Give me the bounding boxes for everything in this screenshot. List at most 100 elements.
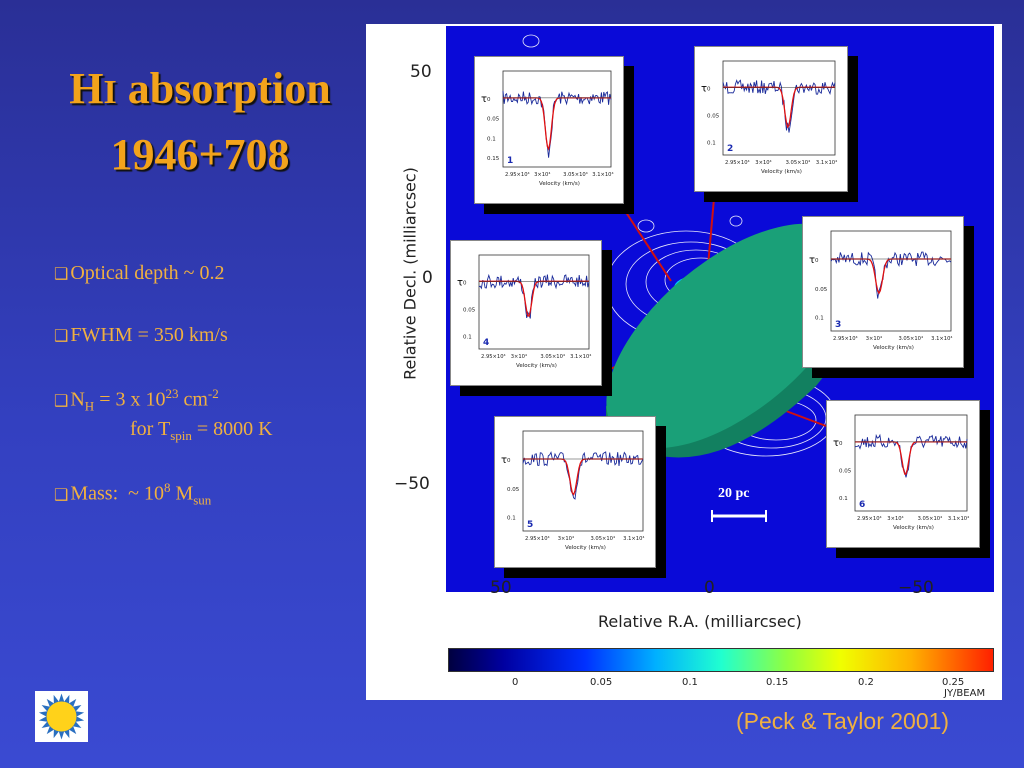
bullet-sup: -2 xyxy=(207,386,219,401)
x-tick-label: 3.05×10⁴ xyxy=(540,354,565,360)
title-rest: absorption xyxy=(116,64,331,113)
x-tick-label: 3.1×10⁴ xyxy=(948,516,969,522)
slide-title: HI absorption 1946+708 xyxy=(30,58,370,186)
title-i: I xyxy=(103,74,117,111)
bullet-text: = 8000 K xyxy=(191,418,273,440)
checkbox-bullet-icon: ❑ xyxy=(54,264,69,283)
spectrum-plot: τ 0 0.05 0.1 2.95×10⁴ 3×10⁴ 3.05×10⁴ 3.1×10⁴ Vel… xyxy=(501,430,644,551)
inset-number: 2 xyxy=(727,144,733,154)
y-tick-label: 0.05 xyxy=(839,469,852,475)
x-tick-label: 3×10⁴ xyxy=(534,172,550,178)
y-tick-label: 0.05 xyxy=(507,487,520,493)
bullet-sub: sun xyxy=(193,492,212,508)
bullet-text: M xyxy=(170,482,194,505)
bullet-text: cm xyxy=(178,388,208,411)
checkbox-bullet-icon: ❑ xyxy=(54,484,69,504)
title-line-2: 1946+708 xyxy=(110,130,290,179)
x-tick-label: 2.95×10⁴ xyxy=(857,516,882,522)
colorbar-tick: 0.05 xyxy=(590,677,613,688)
spectrum-inset-3: τ 0 0.05 0.1 2.95×10⁴ 3×10⁴ 3.05×10⁴ 3.1×10⁴ Vel… xyxy=(802,216,964,368)
y-tick-label: 0 xyxy=(815,258,819,264)
x-tick-label: 3×10⁴ xyxy=(866,336,882,342)
bullet-text: N xyxy=(70,388,85,411)
colorbar xyxy=(448,648,994,672)
spectrum-inset-5: τ 0 0.05 0.1 2.95×10⁴ 3×10⁴ 3.05×10⁴ 3.1×10⁴ Vel… xyxy=(494,416,656,568)
bullet-sup: 23 xyxy=(165,386,179,401)
bullet-sub: spin xyxy=(170,428,192,443)
checkbox-bullet-icon: ❑ xyxy=(54,326,69,345)
x-tick-label: 3.05×10⁴ xyxy=(918,516,943,522)
x-tick-label: 3×10⁴ xyxy=(755,160,771,166)
bullet-mass: ❑ Mass: ~ 108 Msun xyxy=(54,480,211,509)
y-tick-label: 0.1 xyxy=(487,136,496,142)
tau-label: τ xyxy=(809,255,815,266)
spectrum-inset-2: τ 0 0.05 0.1 2.95×10⁴ 3×10⁴ 3.05×10⁴ 3.1×10⁴ Vel… xyxy=(694,46,848,192)
x-tick-label: 3.05×10⁴ xyxy=(898,336,923,342)
x-axis-title: Velocity (km/s) xyxy=(893,525,934,531)
institution-logo xyxy=(35,691,88,742)
spectrum-plot: τ 0 0.05 0.1 2.95×10⁴ 3×10⁴ 3.05×10⁴ 3.1×10⁴ Vel… xyxy=(833,414,969,531)
spectrum-trace xyxy=(854,433,968,478)
bullet-text: for T xyxy=(130,418,171,440)
bullet-text: Optical depth ~ 0.2 xyxy=(70,262,225,284)
tau-label: τ xyxy=(833,438,839,449)
x-tick-label: 2.95×10⁴ xyxy=(481,354,506,360)
colorbar-tick: 0.25 xyxy=(942,677,965,688)
spectrum-plot: τ 0 0.05 0.1 2.95×10⁴ 3×10⁴ 3.05×10⁴ 3.1×10⁴ Vel… xyxy=(457,254,591,369)
x-tick: −50 xyxy=(898,578,934,598)
spectrum-trace xyxy=(522,451,644,500)
y-tick-label: 0 xyxy=(487,97,491,103)
spectrum-plot: τ 0 0.05 0.1 2.95×10⁴ 3×10⁴ 3.05×10⁴ 3.1×10⁴ Vel… xyxy=(809,230,952,351)
x-tick: 0 xyxy=(704,578,715,598)
inset-number: 5 xyxy=(527,520,533,530)
y-tick: 0 xyxy=(422,268,433,288)
spectrum-inset-6: τ 0 0.05 0.1 2.95×10⁴ 3×10⁴ 3.05×10⁴ 3.1×10⁴ Vel… xyxy=(826,400,980,548)
x-axis-title: Velocity (km/s) xyxy=(539,181,580,187)
x-tick-label: 3.1×10⁴ xyxy=(623,536,644,542)
x-tick-label: 3.1×10⁴ xyxy=(592,172,613,178)
x-tick-label: 3×10⁴ xyxy=(887,516,903,522)
y-tick-label: 0 xyxy=(507,458,511,464)
bullet-tspin: for Tspin = 8000 K xyxy=(130,418,273,444)
y-tick-label: 0 xyxy=(839,441,843,447)
y-axis-label: Relative Decl. (milliarcsec) xyxy=(400,167,420,380)
bullet-text: = 3 x 10 xyxy=(94,388,166,411)
inset-number: 6 xyxy=(859,500,865,510)
tau-label: τ xyxy=(701,83,707,94)
spectrum-frame xyxy=(854,414,968,512)
scale-bar-label: 20 pc xyxy=(718,486,750,501)
spectrum-frame xyxy=(522,430,644,532)
x-tick-label: 2.95×10⁴ xyxy=(505,172,530,178)
spectrum-plot: τ 0 0.05 0.1 0.15 2.95×10⁴ 3×10⁴ 3.05×10⁴ 3.1×10… xyxy=(481,70,614,187)
bullet-text: FWHM = 350 km/s xyxy=(70,324,228,346)
bullet-text: Mass: ~ 10 xyxy=(70,482,164,505)
spectrum-frame xyxy=(502,70,612,168)
x-tick-label: 2.95×10⁴ xyxy=(725,160,750,166)
spectrum-trace xyxy=(830,251,952,299)
x-tick-label: 2.95×10⁴ xyxy=(833,336,858,342)
x-tick-label: 2.95×10⁴ xyxy=(525,536,550,542)
x-tick-label: 3.1×10⁴ xyxy=(931,336,952,342)
x-axis-title: Velocity (km/s) xyxy=(761,169,802,175)
x-tick-label: 3.1×10⁴ xyxy=(570,354,591,360)
spectrum-plot: τ 0 0.05 0.1 2.95×10⁴ 3×10⁴ 3.05×10⁴ 3.1×10⁴ Vel… xyxy=(701,60,837,175)
y-tick-label: 0.05 xyxy=(463,307,476,313)
sun-icon xyxy=(38,693,85,740)
title-line-1: HI absorption xyxy=(30,58,370,124)
citation: (Peck & Taylor 2001) xyxy=(736,708,950,734)
x-axis-label: Relative R.A. (milliarcsec) xyxy=(598,612,802,631)
colorbar-tick: 0 xyxy=(512,677,519,688)
tau-label: τ xyxy=(481,94,487,105)
y-tick-label: 0.1 xyxy=(463,334,472,340)
tau-label: τ xyxy=(501,455,507,466)
x-tick-label: 3.1×10⁴ xyxy=(816,160,837,166)
spectrum-frame xyxy=(830,230,952,332)
y-tick-label: 0.05 xyxy=(815,287,828,293)
x-tick-label: 3.05×10⁴ xyxy=(563,172,588,178)
colorbar-tick: 0.15 xyxy=(766,677,789,688)
y-tick-label: 0 xyxy=(463,280,467,286)
tau-label: τ xyxy=(457,277,463,288)
x-tick-label: 3×10⁴ xyxy=(511,354,527,360)
y-tick-label: 0.1 xyxy=(815,316,824,322)
x-axis-title: Velocity (km/s) xyxy=(565,545,606,551)
